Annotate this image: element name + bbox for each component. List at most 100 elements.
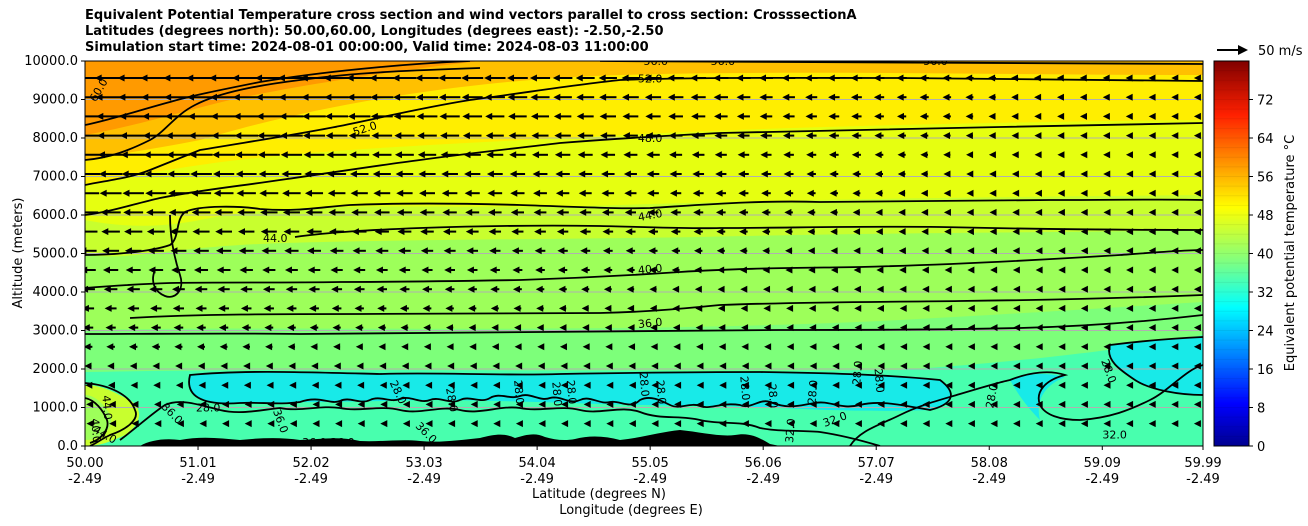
wind-vector (262, 266, 276, 274)
contour-label: 28.0 (765, 383, 780, 409)
wind-vector (511, 247, 523, 255)
wind-vector (829, 189, 838, 197)
wind-vector (394, 151, 414, 159)
wind-vector (419, 208, 435, 216)
wind-vector (1171, 93, 1179, 101)
wind-vector (921, 266, 929, 274)
wind-vector (377, 324, 386, 332)
wind-vector (195, 304, 207, 312)
wind-vector (557, 266, 568, 274)
wind-vector (1058, 400, 1066, 408)
wind-vector (622, 93, 639, 101)
y-tick-label: 7000.0 (33, 170, 79, 185)
contour-40-surface (85, 382, 137, 446)
wind-vector (151, 343, 160, 351)
wind-vector (579, 228, 591, 236)
wind-vector (673, 343, 681, 351)
wind-vector (581, 304, 589, 312)
wind-vector (419, 189, 435, 197)
x-axis-label-2: Longitude (degrees E) (559, 503, 703, 518)
wind-vector (582, 343, 590, 351)
wind-vector (153, 381, 161, 389)
wind-vector (967, 247, 975, 255)
wind-vector (210, 112, 237, 120)
wind-vector (784, 228, 793, 236)
colorbar-tick-label: 0 (1257, 440, 1265, 455)
y-tick-label: 5000.0 (33, 247, 79, 262)
wind-vector (988, 151, 996, 159)
wind-vector (787, 362, 795, 370)
wind-vector (422, 285, 432, 293)
x-tick-label-lon: -2.49 (407, 472, 441, 487)
wind-vector (560, 381, 568, 389)
wind-vector (1080, 400, 1088, 408)
wind-vector (944, 285, 952, 293)
wind-vector (1034, 112, 1042, 120)
wind-vector (214, 208, 233, 216)
wind-vector (123, 208, 144, 216)
wind-vector (257, 151, 280, 159)
contour-40 (85, 249, 1203, 289)
wind-vector (830, 247, 838, 255)
wind-vector (266, 381, 274, 389)
wind-vector (289, 381, 297, 389)
wind-vector (538, 420, 546, 428)
chart-title-line-1: Equivalent Potential Temperature cross s… (85, 8, 857, 23)
wind-vector (874, 151, 884, 159)
wind-vector (1103, 420, 1111, 428)
contour-label: 28.0 (872, 368, 887, 394)
x-tick-label-lon: -2.49 (68, 472, 102, 487)
wind-vector (399, 285, 410, 293)
wind-vector (624, 208, 637, 216)
wind-vector (692, 170, 705, 178)
colorbar-tick-label: 64 (1257, 132, 1274, 147)
wind-vector (264, 324, 274, 332)
wind-vector (854, 381, 862, 389)
wind-vector (509, 170, 526, 178)
wind-vector (989, 247, 997, 255)
contour-label: 28.0 (196, 402, 221, 415)
wind-vector (1058, 247, 1066, 255)
wind-vector (444, 285, 455, 293)
wind-vector (1126, 285, 1134, 293)
wind-vector (308, 285, 320, 293)
x-tick-label-lon: -2.49 (859, 472, 893, 487)
wind-vector (485, 112, 505, 120)
wind-vector (486, 151, 504, 159)
wind-vector (307, 266, 321, 274)
wind-vector (1148, 112, 1156, 120)
wind-vector (667, 93, 684, 101)
wind-vector (604, 324, 612, 332)
wind-vector (599, 93, 617, 101)
wind-vector (739, 247, 748, 255)
contour-36 (129, 294, 1203, 319)
wind-vector (215, 247, 232, 255)
wind-vector (1126, 362, 1134, 370)
wind-vector (280, 151, 303, 159)
wind-vector (576, 112, 594, 120)
wind-vector (921, 247, 929, 255)
wind-vector (651, 400, 659, 408)
wind-vector (355, 343, 363, 351)
wind-vector (395, 170, 414, 178)
wind-vector (718, 324, 726, 332)
wind-vector (898, 247, 906, 255)
wind-vector (875, 189, 883, 197)
wind-vector (1171, 170, 1179, 178)
wind-vector (674, 381, 682, 389)
wind-vector (312, 420, 320, 428)
wind-vector (142, 132, 169, 140)
wind-vector (425, 420, 433, 428)
wind-vector (580, 247, 591, 255)
wind-vector (491, 343, 499, 351)
wind-vector (417, 151, 437, 159)
wind-vector (854, 420, 862, 428)
wind-vector (131, 400, 139, 408)
wind-vector (1171, 285, 1179, 293)
wind-vector (1171, 208, 1179, 216)
contour-44-mid (294, 224, 1203, 238)
wind-vector (102, 266, 119, 274)
wind-vector (809, 343, 817, 351)
wind-vector (469, 362, 477, 370)
wind-vector (805, 93, 818, 101)
